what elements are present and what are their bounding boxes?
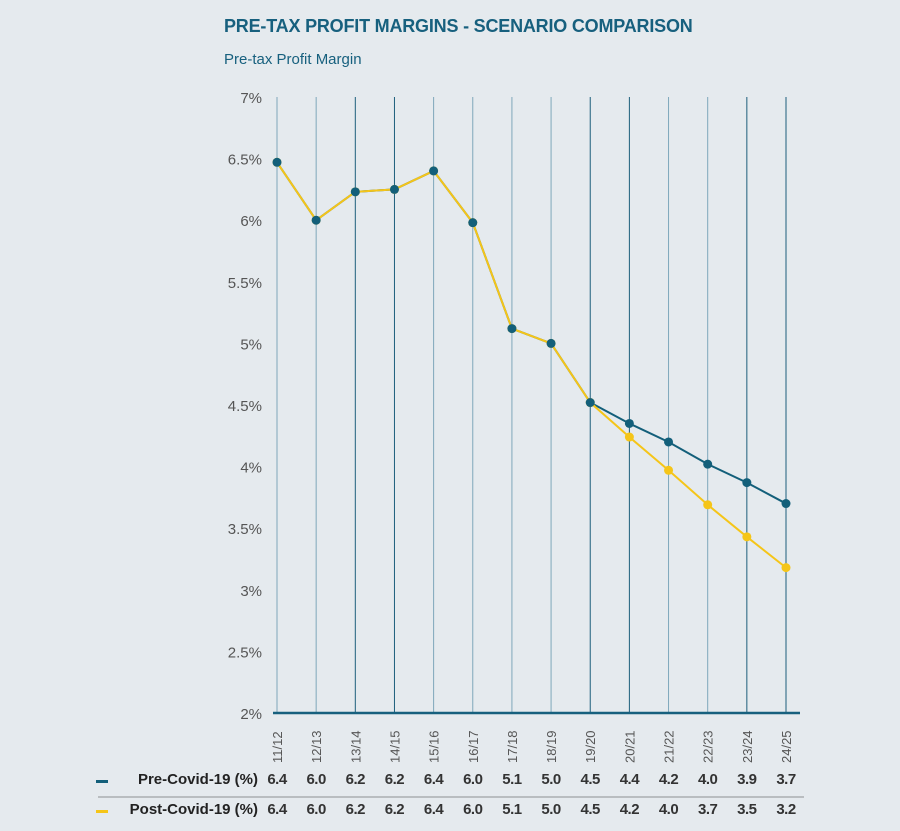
x-tick-label: 12/13	[309, 730, 324, 763]
table-cell: 6.0	[306, 771, 326, 788]
x-tick-label: 16/17	[466, 730, 481, 763]
x-tick-label: 18/19	[544, 730, 559, 763]
y-tick-label: 7%	[240, 90, 262, 107]
table-cell: 4.2	[619, 801, 640, 818]
table-cell: 5.1	[502, 801, 522, 818]
table-cell: 6.2	[345, 771, 366, 788]
x-tick-label: 23/24	[740, 730, 755, 763]
table-cell: 6.0	[463, 771, 483, 788]
x-tick-label: 21/22	[662, 730, 677, 763]
y-tick-label: 5.5%	[228, 275, 262, 292]
table-cell: 4.4	[619, 771, 640, 788]
data-point-pre-covid	[703, 459, 713, 469]
table-cell: 6.4	[267, 771, 287, 788]
legend-swatch	[96, 780, 108, 783]
table-cell: 6.2	[345, 801, 366, 818]
data-point-pre-covid	[272, 157, 282, 167]
data-point-pre-covid	[468, 218, 478, 228]
table-cell: 6.4	[423, 801, 444, 818]
data-point-pre-covid	[311, 215, 321, 225]
y-tick-label: 3.5%	[228, 521, 262, 538]
x-tick-label: 24/25	[779, 730, 794, 763]
table-divider	[98, 796, 804, 798]
table-cell: 6.2	[384, 801, 405, 818]
x-tick-label: 15/16	[427, 730, 442, 763]
y-tick-label: 4.5%	[228, 398, 262, 415]
table-row: Post-Covid-19 (%) 6.4 6.0 6.2 6.2 6.4 6.0 5.1 5.…	[0, 801, 900, 827]
table-cell: 6.0	[306, 801, 326, 818]
data-point-pre-covid	[546, 338, 556, 348]
y-tick-label: 6%	[240, 213, 262, 230]
table-cell: 6.4	[423, 771, 444, 788]
table-cell: 4.2	[658, 771, 679, 788]
data-point-pre-covid	[664, 437, 674, 447]
table-cell: 5.0	[541, 771, 561, 788]
table-cell: 4.0	[698, 771, 718, 788]
legend-label: Post-Covid-19 (%)	[129, 801, 258, 818]
data-point-pre-covid	[781, 499, 791, 509]
table-cell: 6.4	[267, 801, 287, 818]
table-cell: 5.0	[541, 801, 561, 818]
table-cell: 3.5	[737, 801, 757, 818]
y-tick-label: 2.5%	[228, 644, 262, 661]
data-point-pre-covid	[742, 478, 752, 488]
data-point-pre-covid	[585, 398, 595, 408]
x-tick-label: 13/14	[348, 730, 363, 763]
data-point-post-covid	[781, 563, 791, 573]
legend-swatch	[96, 810, 108, 813]
chart-subtitle: Pre-tax Profit Margin	[224, 51, 362, 68]
table-cell: 6.2	[384, 771, 405, 788]
data-point-post-covid	[664, 465, 674, 475]
data-point-pre-covid	[507, 324, 517, 334]
table-cell: 5.1	[502, 771, 522, 788]
legend-label: Pre-Covid-19 (%)	[137, 771, 258, 788]
data-point-post-covid	[624, 432, 634, 442]
table-cell: 3.7	[776, 771, 796, 788]
data-point-pre-covid	[429, 166, 439, 176]
x-tick-label: 17/18	[505, 730, 520, 763]
x-tick-label: 19/20	[583, 730, 598, 763]
data-point-pre-covid	[389, 184, 399, 194]
y-tick-label: 4%	[240, 460, 262, 477]
table-cell: 3.7	[698, 801, 718, 818]
data-point-post-covid	[703, 500, 713, 510]
y-tick-label: 5%	[240, 336, 262, 353]
data-point-pre-covid	[624, 418, 634, 428]
data-point-pre-covid	[350, 187, 360, 197]
x-tick-label: 20/21	[622, 730, 637, 763]
x-tick-label: 11/12	[270, 731, 285, 763]
y-tick-label: 3%	[240, 583, 262, 600]
data-point-post-covid	[742, 532, 752, 542]
table-cell: 3.2	[776, 801, 796, 818]
y-tick-label: 6.5%	[228, 152, 262, 169]
table-cell: 4.5	[580, 771, 601, 788]
table-cell: 3.9	[737, 771, 757, 788]
y-tick-label: 2%	[240, 706, 262, 723]
table-row: Pre-Covid-19 (%) 6.4 6.0 6.2 6.2 6.4 6.0 5.1 5.0…	[0, 771, 900, 797]
table-cell: 4.0	[658, 801, 679, 818]
table-cell: 6.0	[463, 801, 483, 818]
series-line-pre-covid	[276, 161, 787, 505]
series-line-post-covid	[276, 161, 787, 569]
chart-title: PRE-TAX PROFIT MARGINS - SCENARIO COMPAR…	[224, 16, 693, 36]
x-tick-label: 14/15	[387, 730, 402, 763]
table-cell: 4.5	[580, 801, 601, 818]
x-tick-label: 22/23	[701, 730, 716, 763]
